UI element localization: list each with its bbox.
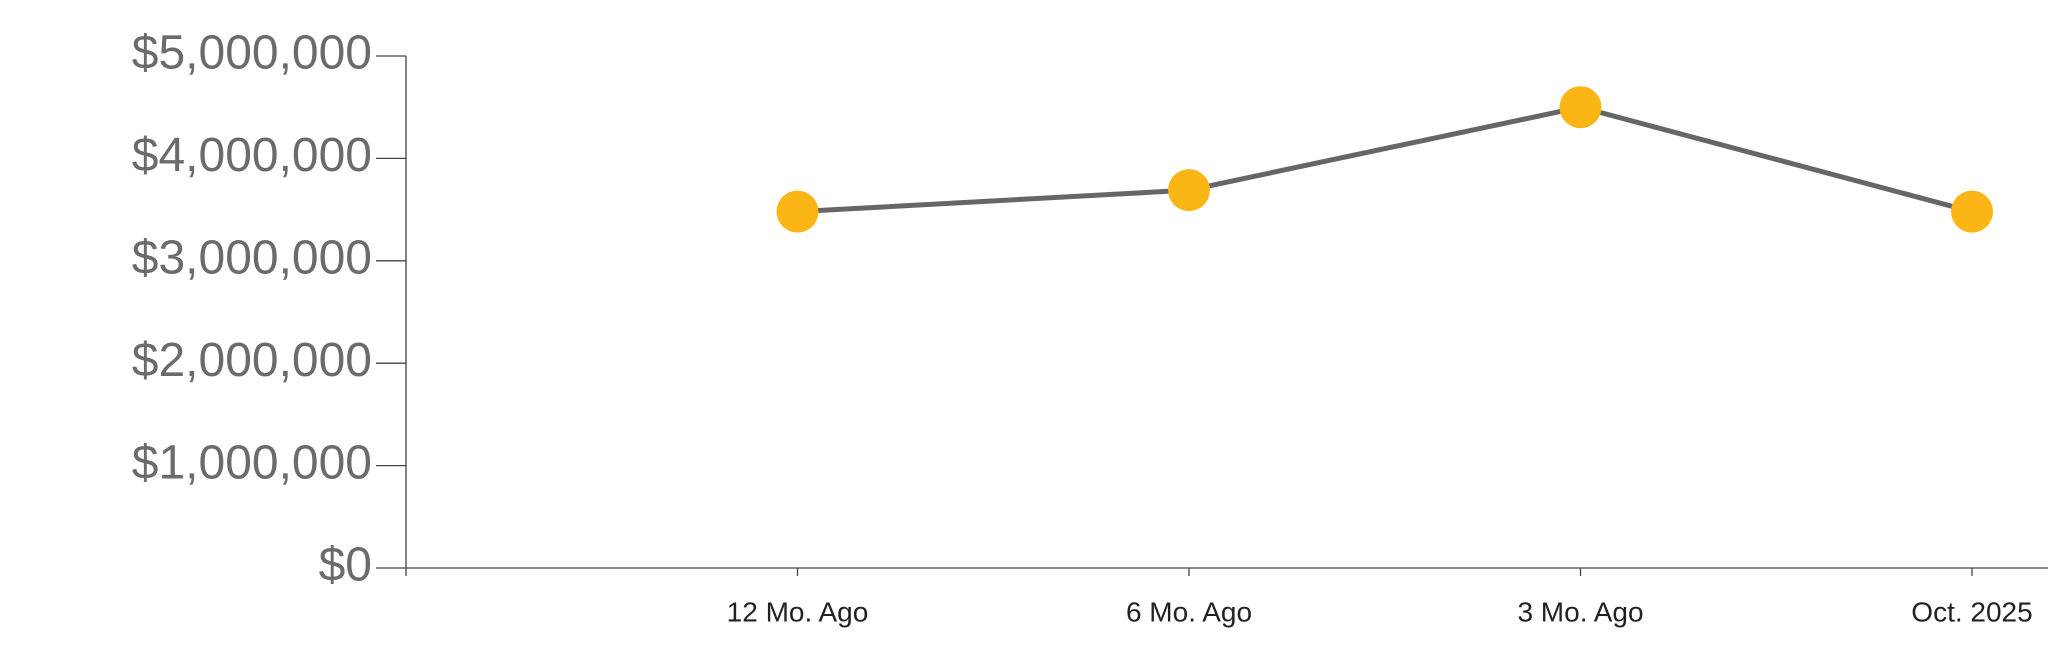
y-tick-label: $5,000,000 [132,27,372,80]
point [1168,169,1210,212]
point [776,190,819,233]
series-line [797,104,1973,215]
y-tick-label: $1,000,000 [132,436,372,489]
y-tick-label: $2,000,000 [132,334,372,387]
x-tick-label: 3 Mo. Ago [1517,596,1643,627]
point [1951,190,1993,233]
y-tick-label: $3,000,000 [132,231,372,284]
x-tick-label: 6 Mo. Ago [1126,596,1252,627]
y-tick-label: $4,000,000 [132,129,372,182]
x-tick-label: Oct. 2025 [1911,596,2032,627]
point [1559,86,1602,129]
y-tick-label: $0 [319,539,372,592]
x-tick-label: 12 Mo. Ago [727,596,869,627]
